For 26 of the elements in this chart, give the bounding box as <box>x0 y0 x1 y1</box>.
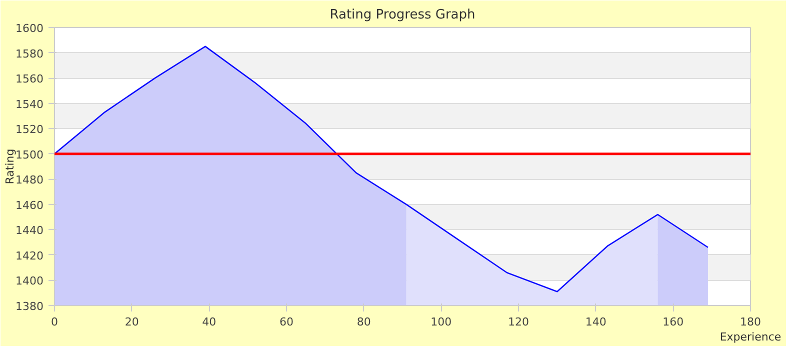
y-axis-title: Rating <box>4 148 17 184</box>
y-tick-label: 1420 <box>16 249 44 262</box>
y-tick-label: 1460 <box>16 198 44 212</box>
y-tick-label: 1380 <box>16 300 44 313</box>
y-tick-label: 1580 <box>16 47 44 60</box>
x-tick-label: 60 <box>280 316 294 328</box>
x-tick-label: 180 <box>740 316 761 328</box>
y-tick-label: 1520 <box>16 123 44 136</box>
y-tick-label: 1500 <box>16 148 44 162</box>
y-tick-label: 1560 <box>16 72 44 86</box>
y-tick-label: 1540 <box>16 98 44 111</box>
x-tick-label: 140 <box>585 316 606 328</box>
x-tick-label: 40 <box>202 316 216 328</box>
y-tick-label: 1480 <box>16 174 44 187</box>
line-series <box>54 46 709 292</box>
x-tick-label: 0 <box>51 316 58 328</box>
x-tick-label: 160 <box>662 316 684 328</box>
x-axis-title: Experience <box>720 330 782 344</box>
y-tick-label: 1440 <box>16 224 44 238</box>
chart-title: Rating Progress Graph <box>330 8 476 22</box>
x-tick-label: 20 <box>124 316 139 328</box>
y-tick-label: 1400 <box>16 274 44 288</box>
x-tick-label: 120 <box>508 316 529 328</box>
x-tick-label: 100 <box>430 316 452 328</box>
y-tick-label: 1600 <box>16 22 44 35</box>
x-tick-label: 80 <box>356 316 371 328</box>
